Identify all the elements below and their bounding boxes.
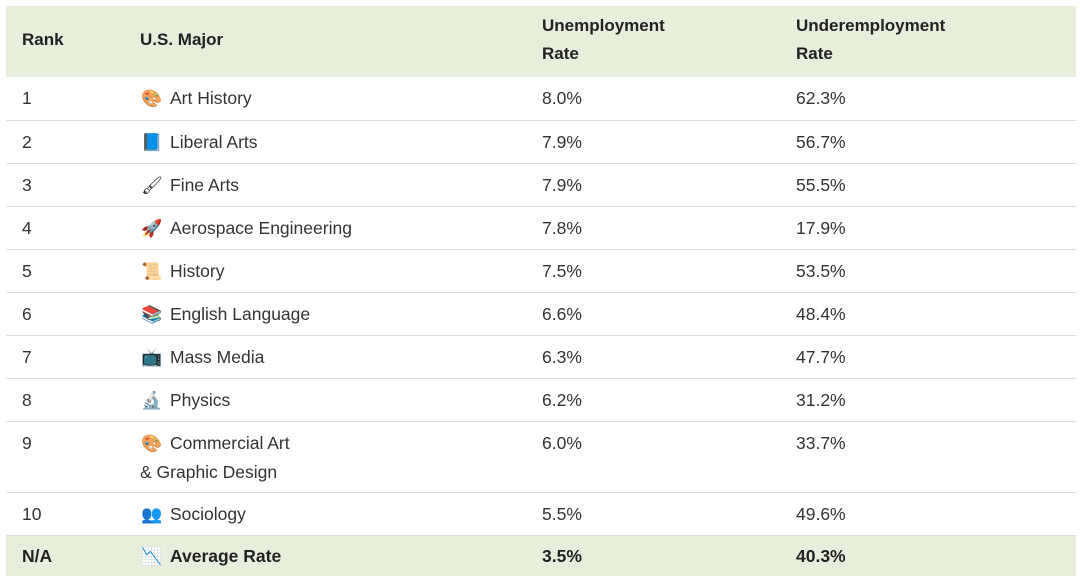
major-name: Sociology xyxy=(170,503,246,524)
unemployment-cell: 7.9% xyxy=(542,174,582,195)
underemployment-cell: 62.3% xyxy=(796,88,846,108)
television-icon: 📺 xyxy=(141,347,163,368)
major-name: Art History xyxy=(170,88,252,108)
major-cell: 🚀 Aerospace Engineering xyxy=(126,206,528,249)
major-name: Physics xyxy=(170,389,231,410)
major-cell: 👥 Sociology xyxy=(126,492,528,535)
major-name: History xyxy=(170,260,225,281)
table-row: 10 👥 Sociology 5.5% 49.6% xyxy=(6,492,1076,535)
rank-cell: 1 xyxy=(22,88,32,108)
underemployment-cell: 33.7% xyxy=(796,432,846,453)
books-icon: 📚 xyxy=(141,304,163,325)
header-rank: Rank xyxy=(22,30,64,49)
paintbrush-icon: 🖌 xyxy=(141,175,163,196)
average-row: N/A 📉 Average Rate 3.5% 40.3% xyxy=(6,535,1076,576)
unemployment-cell: 5.5% xyxy=(542,503,582,524)
table-header: Rank U.S. Major Unemployment Rate Undere… xyxy=(6,6,1076,77)
underemployment-cell: 17.9% xyxy=(796,217,846,238)
table-row: 9 🎨 Commercial Art & Graphic Design 6.0% 33.… xyxy=(6,421,1076,492)
major-cell: 📘 Liberal Arts xyxy=(126,120,528,163)
rank-cell: 5 xyxy=(22,260,32,281)
underemployment-cell: 56.7% xyxy=(796,131,846,152)
average-rank: N/A xyxy=(22,545,53,566)
majors-table: Rank U.S. Major Unemployment Rate Undere… xyxy=(6,6,1076,576)
table-row: 7 📺 Mass Media 6.3% 47.7% xyxy=(6,335,1076,378)
header-unemployment-rate: Unemployment Rate xyxy=(528,6,782,77)
microscope-icon: 🔬 xyxy=(141,390,163,411)
unemployment-cell: 8.0% xyxy=(542,88,582,108)
rank-cell: 10 xyxy=(22,503,42,524)
palette-icon: 🎨 xyxy=(141,433,163,454)
average-label: Average Rate xyxy=(170,545,282,566)
palette-icon: 🎨 xyxy=(141,89,163,109)
major-name: English Language xyxy=(170,303,311,324)
rank-cell: 7 xyxy=(22,346,32,367)
chart-decreasing-icon: 📉 xyxy=(141,546,163,567)
unemployment-cell: 7.8% xyxy=(542,217,582,238)
people-icon: 👥 xyxy=(141,504,163,525)
major-name: Liberal Arts xyxy=(170,131,258,152)
unemployment-cell: 7.9% xyxy=(542,131,582,152)
header-row: Rank U.S. Major Unemployment Rate Undere… xyxy=(6,6,1076,77)
unemployment-cell: 6.6% xyxy=(542,303,582,324)
rank-cell: 9 xyxy=(22,432,32,453)
header-major: U.S. Major xyxy=(140,30,224,49)
header-underemployment-rate: Underemployment Rate xyxy=(782,6,1076,77)
table-row: 8 🔬 Physics 6.2% 31.2% xyxy=(6,378,1076,421)
table-footer: N/A 📉 Average Rate 3.5% 40.3% xyxy=(6,535,1076,576)
major-cell: 🔬 Physics xyxy=(126,378,528,421)
unemployment-cell: 6.0% xyxy=(542,432,582,453)
table-body: 1 🎨 Art History 8.0% 62.3% 2 📘 Liberal Arts 7.9%… xyxy=(6,77,1076,535)
header-underemployment-label: Underemployment Rate xyxy=(796,16,946,63)
major-cell: 🎨 Commercial Art & Graphic Design xyxy=(126,421,528,492)
rank-cell: 4 xyxy=(22,217,32,238)
major-name: Mass Media xyxy=(170,346,265,367)
underemployment-cell: 49.6% xyxy=(796,503,846,524)
average-major-cell: 📉 Average Rate xyxy=(126,535,528,576)
majors-table-container: Rank U.S. Major Unemployment Rate Undere… xyxy=(6,6,1076,576)
unemployment-cell: 7.5% xyxy=(542,260,582,281)
major-cell: 📚 English Language xyxy=(126,292,528,335)
table-row: 1 🎨 Art History 8.0% 62.3% xyxy=(6,77,1076,120)
rank-cell: 2 xyxy=(22,131,32,152)
major-cell: 📜 History xyxy=(126,249,528,292)
major-cell: 🎨 Art History xyxy=(126,77,528,120)
major-name: Aerospace Engineering xyxy=(170,217,352,238)
unemployment-cell: 6.3% xyxy=(542,346,582,367)
underemployment-cell: 53.5% xyxy=(796,260,846,281)
average-underemployment: 40.3% xyxy=(796,545,846,566)
blue-book-icon: 📘 xyxy=(141,132,163,153)
table-row: 3 🖌 Fine Arts 7.9% 55.5% xyxy=(6,163,1076,206)
table-row: 2 📘 Liberal Arts 7.9% 56.7% xyxy=(6,120,1076,163)
major-name: Commercial Art & Graphic Design xyxy=(140,432,290,482)
underemployment-cell: 48.4% xyxy=(796,303,846,324)
major-cell: 🖌 Fine Arts xyxy=(126,163,528,206)
rank-cell: 3 xyxy=(22,174,32,195)
rank-cell: 6 xyxy=(22,303,32,324)
scroll-icon: 📜 xyxy=(141,261,163,282)
major-cell: 📺 Mass Media xyxy=(126,335,528,378)
underemployment-cell: 31.2% xyxy=(796,389,846,410)
rocket-icon: 🚀 xyxy=(141,218,163,239)
underemployment-cell: 47.7% xyxy=(796,346,846,367)
underemployment-cell: 55.5% xyxy=(796,174,846,195)
unemployment-cell: 6.2% xyxy=(542,389,582,410)
major-name: Fine Arts xyxy=(170,174,240,195)
table-row: 4 🚀 Aerospace Engineering 7.8% 17.9% xyxy=(6,206,1076,249)
table-row: 6 📚 English Language 6.6% 48.4% xyxy=(6,292,1076,335)
header-unemployment-label: Unemployment Rate xyxy=(542,16,665,63)
average-unemployment: 3.5% xyxy=(542,545,582,566)
table-row: 5 📜 History 7.5% 53.5% xyxy=(6,249,1076,292)
rank-cell: 8 xyxy=(22,389,32,410)
